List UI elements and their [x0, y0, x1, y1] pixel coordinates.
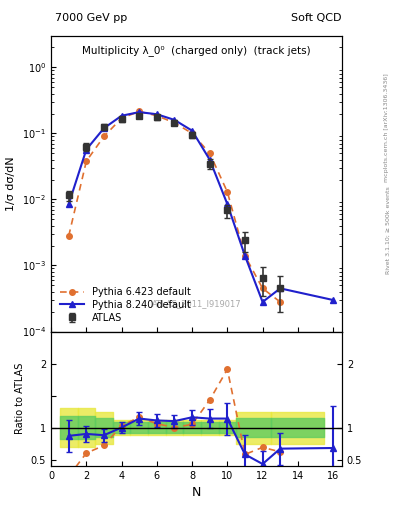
Pythia 8.240 default: [66, 201, 71, 207]
Pythia 6.423 default: [84, 158, 89, 164]
Pythia 8.240 default: [242, 253, 247, 259]
Text: 7000 GeV pp: 7000 GeV pp: [55, 13, 127, 23]
Pythia 8.240 default: [102, 125, 107, 131]
Pythia 6.423 default: [102, 133, 107, 139]
Pythia 8.240 default: [331, 297, 336, 303]
Pythia 8.240 default: [84, 146, 89, 153]
Pythia 8.240 default: [260, 299, 265, 305]
Pythia 6.423 default: [225, 189, 230, 195]
Pythia 6.423 default: [154, 113, 159, 119]
Pythia 6.423 default: [278, 299, 283, 305]
Text: Multiplicity λ_0⁰  (charged only)  (track jets): Multiplicity λ_0⁰ (charged only) (track …: [82, 45, 311, 56]
Pythia 8.240 default: [208, 157, 212, 163]
Pythia 8.240 default: [278, 285, 283, 291]
Text: mcplots.cern.ch [arXiv:1306.3436]: mcplots.cern.ch [arXiv:1306.3436]: [384, 74, 389, 182]
Text: ATLAS_2011_I919017: ATLAS_2011_I919017: [152, 299, 241, 308]
Legend: Pythia 6.423 default, Pythia 8.240 default, ATLAS: Pythia 6.423 default, Pythia 8.240 defau…: [56, 283, 195, 327]
Line: Pythia 6.423 default: Pythia 6.423 default: [66, 109, 283, 305]
Line: Pythia 8.240 default: Pythia 8.240 default: [66, 110, 336, 305]
Y-axis label: 1/σ dσ/dN: 1/σ dσ/dN: [6, 156, 17, 211]
Text: Soft QCD: Soft QCD: [292, 13, 342, 23]
Pythia 6.423 default: [260, 285, 265, 291]
Pythia 6.423 default: [242, 253, 247, 259]
Pythia 8.240 default: [172, 117, 177, 123]
Pythia 8.240 default: [225, 201, 230, 207]
Pythia 8.240 default: [190, 127, 195, 134]
X-axis label: N: N: [192, 486, 201, 499]
Pythia 8.240 default: [137, 109, 141, 115]
Pythia 8.240 default: [119, 113, 124, 119]
Text: Rivet 3.1.10; ≥ 500k events: Rivet 3.1.10; ≥ 500k events: [386, 186, 391, 274]
Pythia 6.423 default: [119, 115, 124, 121]
Pythia 6.423 default: [66, 233, 71, 239]
Pythia 6.423 default: [137, 109, 141, 115]
Y-axis label: Ratio to ATLAS: Ratio to ATLAS: [15, 363, 25, 434]
Pythia 8.240 default: [154, 111, 159, 117]
Pythia 6.423 default: [172, 120, 177, 126]
Pythia 6.423 default: [208, 150, 212, 156]
Pythia 6.423 default: [190, 131, 195, 137]
